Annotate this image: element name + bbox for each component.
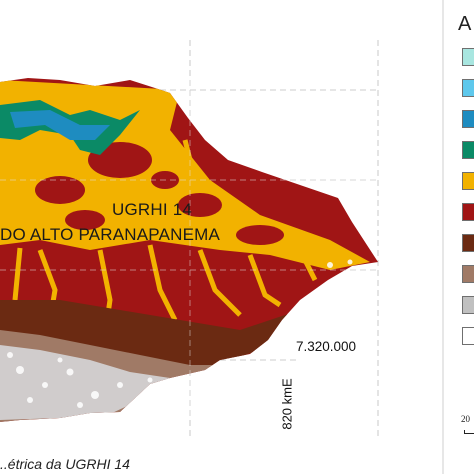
region-label-name: DO ALTO PARANAPANEMA bbox=[0, 225, 221, 244]
legend-swatch bbox=[462, 172, 474, 190]
cyan-plateau bbox=[10, 110, 110, 140]
legend-swatch bbox=[462, 48, 474, 66]
legend-title: A bbox=[458, 13, 472, 35]
legend-swatch bbox=[462, 234, 474, 252]
basin-elevation bbox=[0, 78, 378, 422]
legend-swatch bbox=[462, 141, 474, 159]
legend-swatch bbox=[462, 110, 474, 128]
northing-coordinate-label: 7.320.000 bbox=[296, 339, 357, 354]
graticule-overlay bbox=[0, 80, 378, 420]
white-speckles bbox=[7, 259, 353, 408]
legend-swatch bbox=[462, 265, 474, 283]
scale-bar-number: 20 bbox=[461, 414, 470, 424]
scale-bar bbox=[464, 430, 474, 434]
dark-red-patches bbox=[35, 142, 284, 245]
legend-swatch bbox=[462, 296, 474, 314]
legend-swatch bbox=[462, 327, 474, 345]
legend-swatch bbox=[462, 203, 474, 221]
figure-caption: ..étrica da UGRHI 14 bbox=[0, 456, 130, 472]
region-label-ugrhi: UGRHI 14 bbox=[112, 200, 193, 219]
easting-coordinate-label: 820 kmE bbox=[279, 378, 295, 430]
legend-swatch bbox=[462, 79, 474, 97]
light-gray-lowland bbox=[0, 345, 170, 420]
